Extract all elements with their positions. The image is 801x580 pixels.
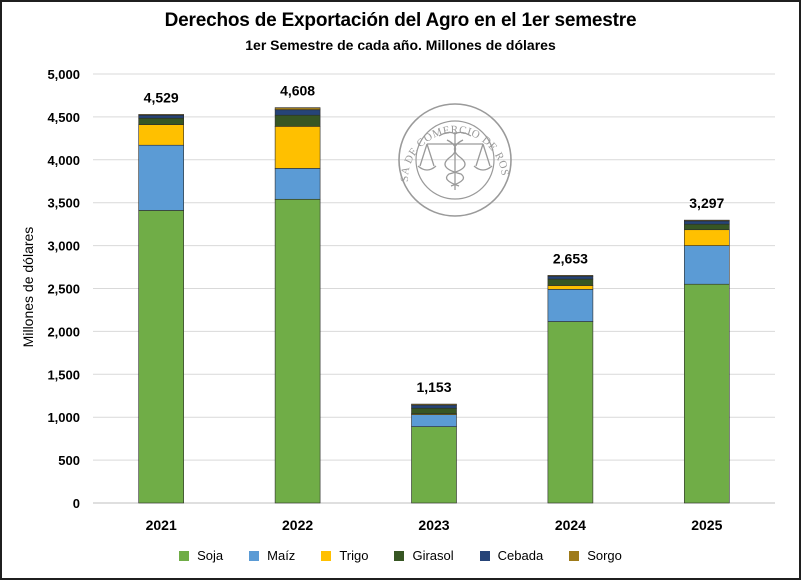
legend-item: Trigo bbox=[321, 548, 368, 563]
legend-label: Sorgo bbox=[587, 548, 622, 563]
y-tick-label: 4,000 bbox=[47, 153, 80, 168]
legend-swatch bbox=[394, 550, 405, 561]
bar-segment bbox=[683, 229, 730, 246]
bar-segment bbox=[274, 168, 321, 200]
bar-segment bbox=[138, 210, 184, 504]
chart-title: Derechos de Exportación del Agro en el 1… bbox=[164, 10, 637, 31]
total-labels: 4,529 4,608 1,153 2,653 3,297 bbox=[144, 83, 725, 395]
bar-segment bbox=[683, 283, 730, 504]
legend-swatch bbox=[249, 550, 260, 561]
y-tick-label: 1,500 bbox=[47, 367, 80, 382]
legend-item: Soja bbox=[179, 548, 223, 563]
x-tick-label: 2024 bbox=[555, 517, 586, 533]
y-tick-label: 2,000 bbox=[47, 324, 80, 339]
legend-item: Maíz bbox=[249, 548, 295, 563]
bars bbox=[138, 107, 730, 504]
bar-segment bbox=[547, 278, 594, 286]
bar-segment bbox=[274, 114, 321, 127]
bar-segment bbox=[411, 404, 457, 409]
y-tick-label: 4,500 bbox=[47, 110, 80, 125]
x-axis-ticks: 2021 2022 2023 2024 2025 bbox=[146, 517, 723, 533]
bar-segment bbox=[274, 198, 321, 504]
legend-label: Soja bbox=[197, 548, 224, 563]
y-tick-label: 2,500 bbox=[47, 282, 80, 297]
y-tick-label: 3,500 bbox=[47, 196, 80, 211]
legend-swatch bbox=[479, 550, 490, 561]
bar-segment bbox=[411, 426, 457, 504]
legend-item: Girasol bbox=[394, 548, 454, 563]
bar-segment bbox=[547, 285, 594, 290]
legend-label: Trigo bbox=[339, 548, 369, 563]
bar-segment bbox=[274, 126, 321, 169]
bar-segment bbox=[138, 114, 184, 116]
legend-swatch bbox=[569, 550, 580, 561]
y-tick-label: 5,000 bbox=[47, 67, 80, 82]
x-tick-label: 2023 bbox=[418, 517, 449, 533]
bar-segment bbox=[138, 114, 184, 119]
watermark-inner-ring bbox=[415, 120, 495, 200]
legend-item: Cebada bbox=[479, 548, 544, 563]
bar-segment bbox=[547, 289, 594, 322]
legend-label: Cebada bbox=[497, 548, 544, 563]
bar-segment bbox=[547, 275, 594, 277]
legend-label: Girasol bbox=[412, 548, 454, 563]
bar-segment bbox=[411, 403, 457, 406]
bar-segment bbox=[138, 144, 184, 211]
y-axis-ticks: 0 500 1,000 1,500 2,000 2,500 3,000 3,500 4,000 4… bbox=[47, 67, 80, 511]
watermark-outer-ring bbox=[398, 103, 512, 217]
bar-segment bbox=[274, 109, 321, 116]
legend-swatch bbox=[321, 550, 332, 561]
bar-segment bbox=[274, 107, 321, 111]
bar-segment bbox=[138, 117, 184, 125]
total-label: 4,529 bbox=[144, 89, 179, 105]
bar-segment bbox=[683, 245, 730, 285]
bar-segment bbox=[411, 414, 457, 427]
total-label: 1,153 bbox=[416, 379, 451, 395]
y-tick-label: 1,000 bbox=[47, 410, 80, 425]
bar-segment bbox=[547, 275, 594, 280]
x-tick-label: 2022 bbox=[282, 517, 313, 533]
chart-subtitle: 1er Semestre de cada año. Millones de dó… bbox=[245, 37, 556, 53]
total-label: 4,608 bbox=[280, 83, 315, 99]
bar-segment bbox=[683, 223, 730, 231]
bar-segment bbox=[411, 407, 457, 415]
total-label: 3,297 bbox=[689, 195, 724, 211]
total-label: 2,653 bbox=[553, 250, 588, 266]
y-tick-label: 500 bbox=[58, 453, 80, 468]
scales-caduceus-icon bbox=[417, 131, 493, 190]
x-tick-label: 2021 bbox=[146, 517, 177, 533]
watermark-seal: BOLSA DE COMERCIO DE ROSARIO bbox=[0, 0, 512, 217]
legend-item: Sorgo bbox=[569, 548, 622, 563]
bar-segment bbox=[547, 321, 594, 504]
bar-segment bbox=[138, 124, 184, 146]
legend: Soja Maíz Trigo Girasol Cebada Sorgo bbox=[0, 548, 801, 563]
y-axis-label: Millones de dólares bbox=[20, 227, 36, 348]
x-tick-label: 2025 bbox=[691, 517, 722, 533]
legend-swatch bbox=[179, 550, 190, 561]
legend-label: Maíz bbox=[267, 548, 296, 563]
y-tick-label: 0 bbox=[73, 496, 80, 511]
y-tick-label: 3,000 bbox=[47, 239, 80, 254]
bar-segment bbox=[683, 220, 730, 225]
bar-segment bbox=[683, 219, 730, 222]
